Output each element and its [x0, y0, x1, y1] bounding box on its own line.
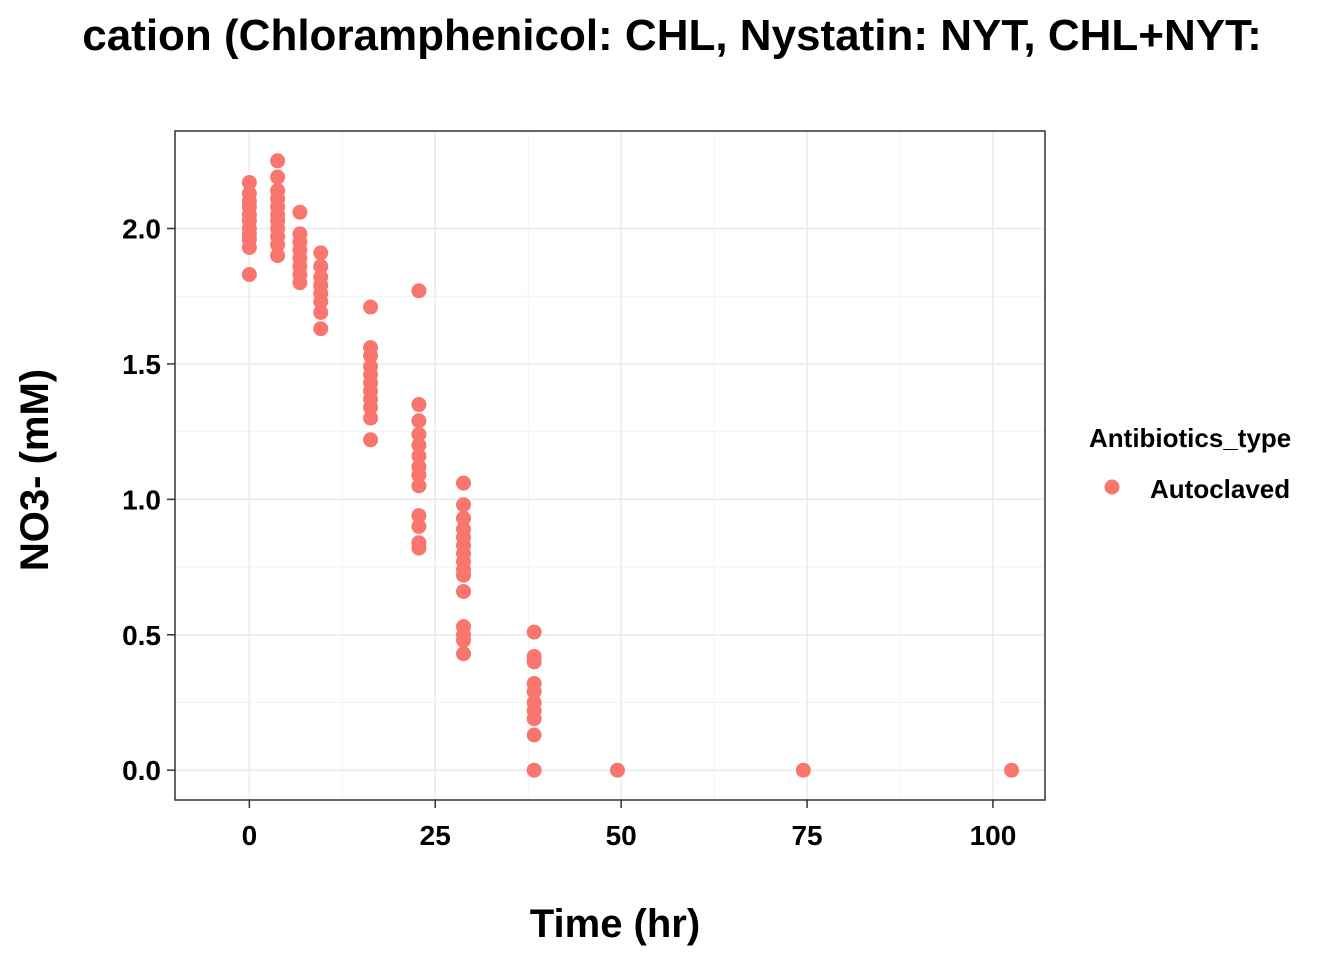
y-tick-label: 1.0	[122, 484, 161, 515]
legend-label-autoclaved: Autoclaved	[1150, 474, 1290, 504]
data-point	[313, 321, 329, 337]
data-point	[609, 762, 625, 778]
data-point	[363, 299, 379, 315]
data-point	[241, 267, 257, 283]
data-point	[456, 646, 472, 662]
x-tick-label: 50	[606, 820, 637, 851]
data-point	[292, 204, 308, 220]
data-point	[313, 245, 329, 261]
x-tick-label: 75	[791, 820, 822, 851]
data-point	[270, 237, 286, 253]
x-axis-title: Time (hr)	[530, 902, 700, 946]
data-point	[411, 437, 427, 453]
data-point	[241, 239, 257, 255]
data-point	[456, 510, 472, 526]
x-tick-label: 25	[420, 820, 451, 851]
data-point	[363, 399, 379, 415]
data-point	[411, 518, 427, 534]
data-point	[456, 583, 472, 599]
data-point	[411, 283, 427, 299]
data-point	[411, 508, 427, 524]
data-point	[270, 169, 286, 185]
y-axis: 0.0 0.5 1.0 1.5 2.0	[122, 214, 175, 786]
data-point	[411, 426, 427, 442]
data-point	[411, 540, 427, 556]
data-point	[526, 654, 542, 670]
data-point	[313, 258, 329, 274]
data-point	[456, 475, 472, 491]
data-point	[241, 174, 257, 190]
data-point	[411, 413, 427, 429]
data-point	[292, 275, 308, 291]
y-tick-label: 2.0	[122, 214, 161, 245]
data-point	[411, 448, 427, 464]
data-points	[241, 153, 1020, 778]
data-point	[456, 497, 472, 513]
data-point	[526, 727, 542, 743]
y-axis-title: NO3- (mM)	[13, 369, 57, 571]
legend-title: Antibiotics_type	[1089, 423, 1291, 453]
data-point	[795, 762, 811, 778]
data-point	[363, 432, 379, 448]
data-point	[1004, 762, 1020, 778]
data-point	[411, 397, 427, 413]
data-point	[526, 684, 542, 700]
data-point	[363, 410, 379, 426]
chart-title: cation (Chloramphenicol: CHL, Nystatin: …	[82, 11, 1262, 60]
data-point	[456, 632, 472, 648]
data-point	[411, 478, 427, 494]
data-point	[363, 348, 379, 364]
y-tick-label: 0.0	[122, 755, 161, 786]
x-tick-label: 100	[970, 820, 1017, 851]
data-point	[313, 294, 329, 310]
data-point	[526, 762, 542, 778]
plot-border	[174, 130, 1046, 801]
data-point	[313, 304, 329, 320]
legend: Antibiotics_type Autoclaved	[1089, 423, 1291, 504]
data-point	[270, 153, 286, 169]
y-tick-label: 1.5	[122, 349, 161, 380]
y-tick-label: 0.5	[122, 620, 161, 651]
data-point	[526, 711, 542, 727]
legend-key-autoclaved	[1104, 479, 1120, 495]
data-point	[456, 567, 472, 583]
x-axis: 0 25 50 75 100	[242, 800, 1017, 851]
x-tick-label: 0	[242, 820, 258, 851]
data-point	[526, 624, 542, 640]
data-point	[411, 467, 427, 483]
data-point	[270, 248, 286, 264]
